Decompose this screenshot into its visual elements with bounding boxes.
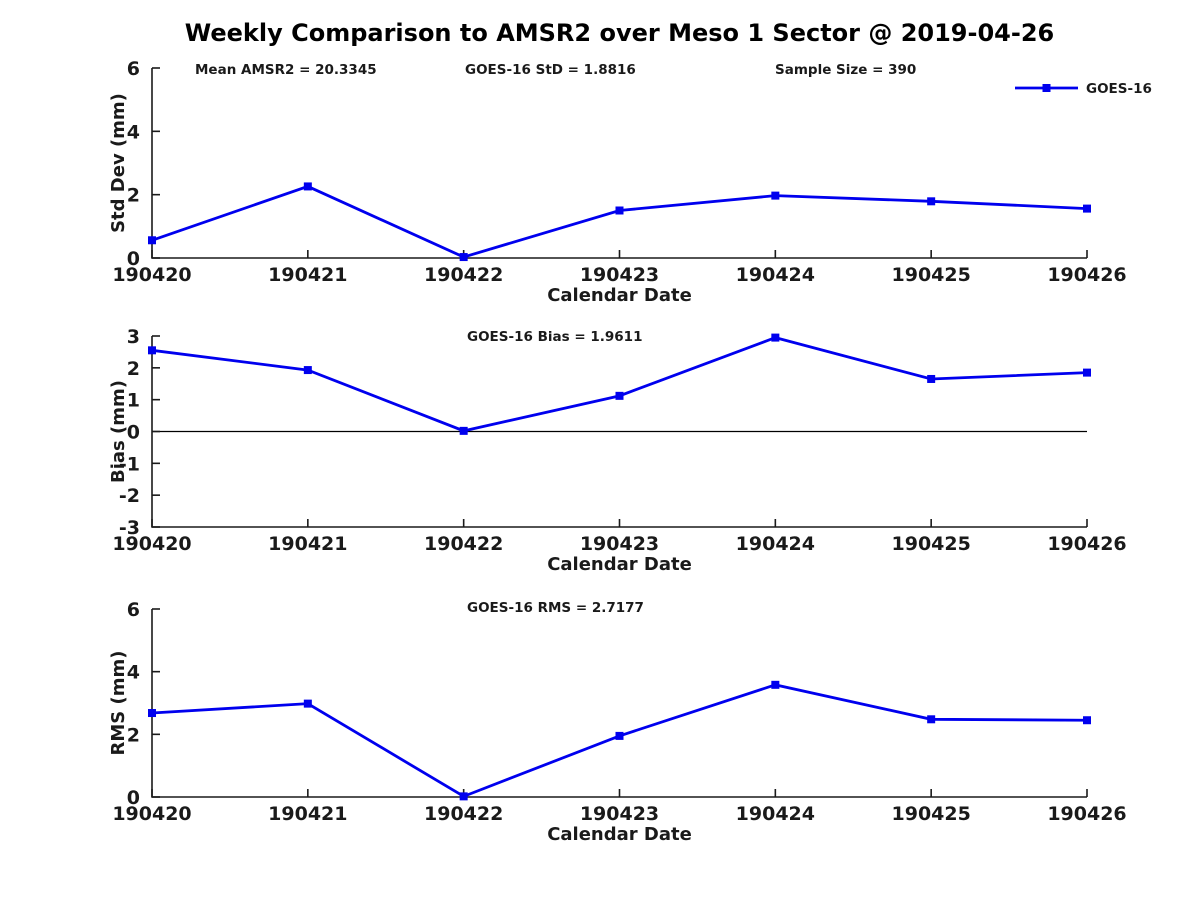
x-tick-label: 190424	[736, 803, 815, 825]
x-tick-label: 190421	[268, 533, 347, 555]
data-point-marker	[771, 333, 780, 342]
x-tick-label: 190424	[736, 264, 815, 286]
y-axis-label: Bias (mm)	[108, 380, 129, 483]
legend-label: GOES-16	[1086, 81, 1152, 97]
y-tick-label: 2	[127, 185, 140, 207]
x-tick-label: 190424	[736, 533, 815, 555]
annotation-text: GOES-16 Bias = 1.9611	[467, 329, 642, 345]
y-tick-label: 4	[127, 662, 140, 684]
annotation-text: Mean AMSR2 = 20.3345	[195, 62, 377, 78]
x-tick-label: 190426	[1047, 803, 1126, 825]
data-point-marker	[615, 206, 624, 215]
x-tick-label: 190420	[112, 264, 191, 286]
y-tick-label: 3	[127, 326, 140, 348]
x-tick-label: 190421	[268, 264, 347, 286]
y-tick-label: 6	[127, 58, 140, 80]
data-point-marker	[459, 426, 468, 435]
data-point-marker	[148, 236, 156, 245]
axis-spines	[151, 609, 1087, 798]
data-point-marker	[1083, 204, 1091, 213]
y-tick-label: 4	[127, 121, 140, 143]
annotation-text: Sample Size = 390	[775, 62, 916, 78]
data-point-marker	[303, 182, 312, 191]
data-point-marker	[615, 731, 624, 740]
x-tick-label: 190420	[112, 533, 191, 555]
y-tick-label: 2	[127, 358, 140, 380]
y-tick-label: 6	[127, 599, 140, 621]
data-point-marker	[148, 709, 156, 718]
data-point-marker	[459, 253, 468, 262]
y-tick-label: -2	[119, 485, 140, 507]
data-point-marker	[927, 374, 936, 383]
x-axis-label: Calendar Date	[547, 554, 692, 575]
y-tick-label: 0	[127, 787, 140, 809]
y-axis-label: RMS (mm)	[108, 651, 129, 756]
x-tick-label: 190423	[580, 264, 659, 286]
x-tick-label: 190425	[892, 264, 971, 286]
x-axis-label: Calendar Date	[547, 824, 692, 845]
series-line	[151, 184, 1088, 259]
data-point-marker	[303, 699, 312, 708]
x-tick-label: 190422	[424, 264, 503, 286]
y-tick-label: 1	[127, 390, 140, 412]
x-tick-label: 190423	[580, 803, 659, 825]
data-point-marker	[927, 197, 936, 206]
y-tick-label: -3	[119, 517, 140, 539]
axis-spines	[151, 68, 1087, 259]
data-point-marker	[771, 191, 780, 200]
y-tick-label: -1	[119, 453, 140, 475]
data-point-marker	[1083, 368, 1091, 377]
y-axis-label: Std Dev (mm)	[108, 93, 129, 233]
x-tick-label: 190426	[1047, 264, 1126, 286]
x-tick-label: 190420	[112, 803, 191, 825]
series-line	[151, 683, 1088, 798]
data-point-marker	[459, 792, 468, 801]
data-point-marker	[148, 346, 156, 355]
x-tick-label: 190425	[892, 533, 971, 555]
x-tick-label: 190426	[1047, 533, 1126, 555]
data-point-marker	[771, 680, 780, 689]
y-tick-label: 0	[127, 248, 140, 270]
annotation-text: GOES-16 RMS = 2.7177	[467, 600, 644, 616]
series-line	[151, 336, 1088, 433]
y-tick-label: 2	[127, 724, 140, 746]
x-tick-label: 190422	[424, 803, 503, 825]
x-tick-label: 190422	[424, 533, 503, 555]
data-point-marker	[303, 366, 312, 375]
legend-marker	[1042, 84, 1051, 92]
data-point-marker	[615, 391, 624, 400]
data-point-marker	[1083, 716, 1091, 725]
x-tick-label: 190421	[268, 803, 347, 825]
annotation-text: GOES-16 StD = 1.8816	[465, 62, 636, 78]
figure-title: Weekly Comparison to AMSR2 over Meso 1 S…	[184, 19, 1055, 47]
data-point-marker	[927, 715, 936, 724]
x-axis-label: Calendar Date	[547, 285, 692, 306]
x-tick-label: 190425	[892, 803, 971, 825]
x-tick-label: 190423	[580, 533, 659, 555]
y-tick-label: 0	[127, 422, 140, 444]
